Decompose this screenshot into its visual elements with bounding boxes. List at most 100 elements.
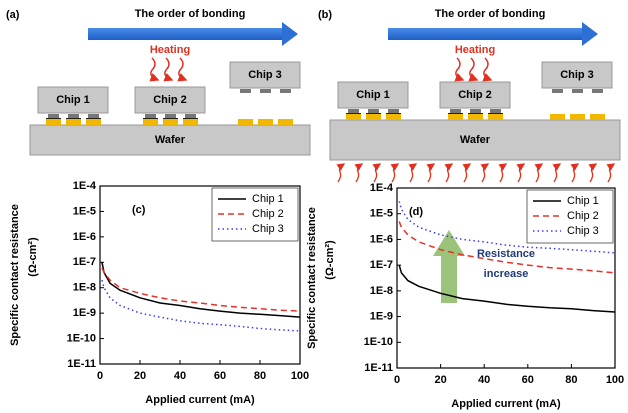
x-tick-label: 40 [174,370,186,382]
x-tick-label: 80 [565,374,577,386]
order-arrow-body [88,28,283,40]
bump [470,109,481,113]
y-tick-label: 1E-8 [370,285,393,297]
pad [550,114,565,120]
pad [346,114,361,120]
bottom-heating-arrow [464,164,470,182]
x-tick-label: 100 [291,370,309,382]
y-tick-label: 1E-10 [364,336,393,348]
bottom-heating-arrow [446,164,452,182]
y-tick-label: 1E-10 [67,332,96,344]
bump [348,109,359,113]
pad [386,114,401,120]
bottom-heating-arrow [536,164,542,182]
heating-arrow [179,58,186,80]
bump [88,114,99,118]
x-axis-label: Applied current (mA) [451,398,561,410]
x-tick-label: 0 [97,370,103,382]
order-text: The order of bonding [435,8,546,20]
x-tick-label: 60 [522,374,534,386]
bottom-heating-arrow [410,164,416,182]
chip-label: Chip 1 [56,94,90,106]
legend-label: Chip 3 [567,225,599,237]
figure: (a) The order of bonding Wafer Chip 1 Chip 2… [0,0,628,413]
bottom-heating-arrow [500,164,506,182]
heating-arrow [151,58,158,80]
pad [570,114,585,120]
order-arrow-head [582,22,598,46]
bottom-heating-arrow [572,164,578,182]
order-arrow-body [388,28,583,40]
pad [46,119,61,125]
series-line [102,262,300,317]
pad [66,119,81,125]
legend-label: Chip 3 [252,223,284,235]
pad [258,119,273,125]
wafer-label: Wafer [155,134,186,146]
heating-arrow [484,58,491,80]
y-tick-label: 1E-4 [370,182,394,194]
bump [240,89,251,93]
bottom-heating-arrow [338,164,344,182]
y-axis-label: (Ω-cm²) [27,237,39,277]
bump [185,114,196,118]
annotation: Resistance [477,248,535,260]
bump [68,114,79,118]
legend-label: Chip 1 [567,195,599,207]
panel-label: (b) [318,9,332,21]
annotation: increase [484,268,529,280]
y-tick-label: 1E-11 [67,358,96,370]
y-axis-label: Specific contact resistance [9,204,21,346]
bottom-heating-arrow [590,164,596,182]
x-tick-label: 0 [394,374,400,386]
bottom-heating-arrow [392,164,398,182]
series-line [102,268,300,311]
x-tick-label: 60 [214,370,226,382]
x-tick-label: 20 [434,374,446,386]
bump [450,109,461,113]
order-text: The order of bonding [135,8,246,20]
bump [368,109,379,113]
y-tick-label: 1E-6 [370,233,393,245]
bump [592,89,603,93]
legend-label: Chip 1 [252,193,284,205]
pad [86,119,101,125]
wafer-label: Wafer [460,134,491,146]
heating-label: Heating [150,44,190,56]
heating-label: Heating [455,44,495,56]
bump [260,89,271,93]
pad [163,119,178,125]
heating-arrow [165,58,172,80]
pad [448,114,463,120]
legend-label: Chip 2 [567,210,599,222]
y-tick-label: 1E-9 [73,307,96,319]
bump [280,89,291,93]
page: (a) The order of bonding Wafer Chip 1 Chip 2… [0,0,628,413]
x-axis-label: Applied current (mA) [145,394,255,406]
y-axis-label: (Ω-cm²) [324,240,336,280]
panel-label: (a) [6,9,20,21]
y-tick-label: 1E-4 [73,180,97,192]
pad [183,119,198,125]
y-tick-label: 1E-8 [73,282,96,294]
pad [143,119,158,125]
y-tick-label: 1E-5 [370,208,393,220]
y-tick-label: 1E-5 [73,205,96,217]
bump [490,109,501,113]
pad [488,114,503,120]
bump [145,114,156,118]
pad [590,114,605,120]
bottom-heating-arrow [554,164,560,182]
x-tick-label: 40 [478,374,490,386]
bump [48,114,59,118]
chip-label: Chip 3 [248,69,282,81]
y-tick-label: 1E-9 [370,310,393,322]
legend-label: Chip 2 [252,208,284,220]
bump [388,109,399,113]
y-tick-label: 1E-7 [370,259,393,271]
bottom-heating-arrow [518,164,524,182]
y-tick-label: 1E-7 [73,256,96,268]
bottom-heating-arrow [356,164,362,182]
order-arrow-head [282,22,298,46]
x-tick-label: 100 [606,374,624,386]
